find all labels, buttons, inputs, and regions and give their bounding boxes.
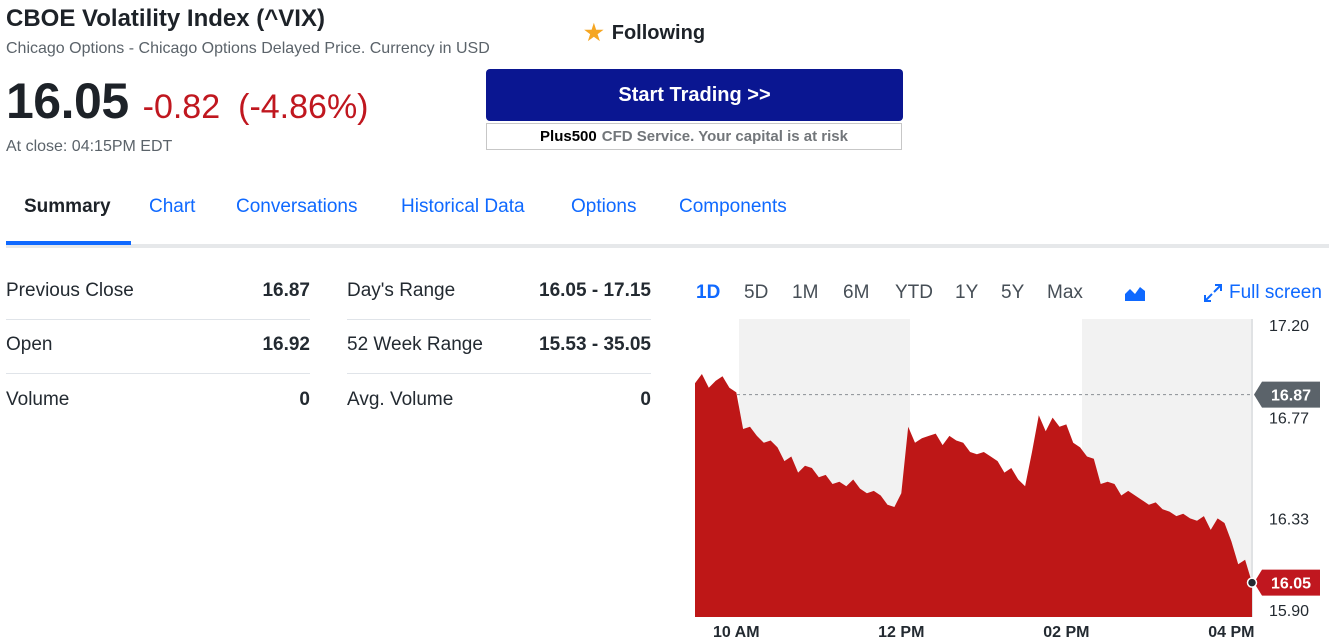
price-change: -0.82 [142, 88, 221, 126]
x-tick-label: 12 PM [878, 624, 924, 641]
stat-label: Volume [6, 389, 70, 410]
price-row: 16.05 -0.82 (-4.86%) [6, 72, 369, 130]
ad-brand: Plus500 [540, 128, 597, 145]
previous-close-tag-label: 16.87 [1271, 388, 1311, 405]
ad-note: CFD Service. Your capital is at risk [601, 128, 848, 145]
stat-label: Avg. Volume [347, 389, 454, 410]
expand-icon [1204, 284, 1222, 302]
area-chart-icon[interactable] [1124, 284, 1146, 307]
tab-summary[interactable]: Summary [24, 196, 111, 217]
x-tick-label: 04 PM [1208, 624, 1254, 641]
previous-close-tag-shape [1254, 381, 1320, 408]
page-title: CBOE Volatility Index (^VIX) [6, 5, 325, 32]
stat-value: 16.05 - 17.15 [539, 280, 651, 301]
stat-previous-close: Previous Close 16.87 [6, 266, 310, 320]
quote-tabs: Summary Chart Conversations Historical D… [6, 186, 1329, 248]
range-max[interactable]: Max [1047, 282, 1083, 303]
quote-source: Chicago Options - Chicago Options Delaye… [6, 40, 490, 57]
range-ytd[interactable]: YTD [895, 282, 933, 303]
stat-value: 0 [299, 389, 310, 410]
stat-value: 16.87 [262, 280, 310, 301]
follow-label: Following [611, 21, 706, 44]
stat-value: 15.53 - 35.05 [539, 334, 651, 355]
tab-conversations[interactable]: Conversations [236, 196, 358, 217]
price-chart[interactable]: 17.20 16.77 16.33 15.90 10 AM 12 PM 02 PM 04 PM… [695, 315, 1329, 641]
range-5y[interactable]: 5Y [1001, 282, 1025, 303]
tab-components[interactable]: Components [679, 196, 787, 217]
tab-historical-data[interactable]: Historical Data [401, 196, 525, 217]
y-tick-label: 16.33 [1269, 511, 1309, 528]
y-tick-label: 17.20 [1269, 318, 1309, 335]
last-price-tag-shape [1254, 569, 1320, 596]
stat-label: Day's Range [347, 280, 456, 301]
stat-label: Previous Close [6, 280, 134, 301]
stat-value: 16.92 [262, 334, 310, 355]
stat-avg-volume: Avg. Volume 0 [347, 375, 651, 428]
last-price-dot [1246, 577, 1258, 588]
stat-label: Open [6, 334, 53, 355]
x-tick-label: 02 PM [1043, 624, 1089, 641]
stat-52-week-range: 52 Week Range 15.53 - 35.05 [347, 320, 651, 374]
price-change-percent: (-4.86%) [238, 88, 369, 126]
market-close-time: At close: 04:15PM EDT [6, 138, 173, 155]
range-1d[interactable]: 1D [696, 282, 721, 303]
y-tick-label: 16.77 [1269, 411, 1309, 428]
range-1y[interactable]: 1Y [955, 282, 979, 303]
stat-label: 52 Week Range [347, 334, 483, 355]
stat-volume: Volume 0 [6, 375, 310, 428]
full-screen-label: Full screen [1229, 282, 1322, 303]
stat-open: Open 16.92 [6, 320, 310, 374]
full-screen-button[interactable]: Full screen [1203, 282, 1322, 304]
star-icon: ★ [584, 20, 604, 45]
range-1m[interactable]: 1M [792, 282, 819, 303]
tab-options[interactable]: Options [571, 196, 637, 217]
tab-chart[interactable]: Chart [149, 196, 196, 217]
range-6m[interactable]: 6M [843, 282, 870, 303]
follow-button[interactable]: ★ Following [584, 20, 705, 46]
price-area [695, 374, 1252, 617]
previous-close-tag: 16.87 [1254, 381, 1320, 408]
range-5d[interactable]: 5D [744, 282, 769, 303]
ad-disclaimer[interactable]: Plus500 CFD Service. Your capital is at … [486, 123, 902, 150]
start-trading-button[interactable]: Start Trading >> [486, 69, 903, 121]
y-tick-label: 15.90 [1269, 603, 1309, 620]
stat-value: 0 [640, 389, 651, 410]
last-price: 16.05 [6, 73, 129, 129]
active-tab-indicator [6, 241, 131, 245]
last-price-tag-label: 16.05 [1271, 576, 1311, 593]
stat-days-range: Day's Range 16.05 - 17.15 [347, 266, 651, 320]
last-price-tag: 16.05 [1254, 569, 1320, 596]
x-tick-label: 10 AM [713, 624, 760, 641]
